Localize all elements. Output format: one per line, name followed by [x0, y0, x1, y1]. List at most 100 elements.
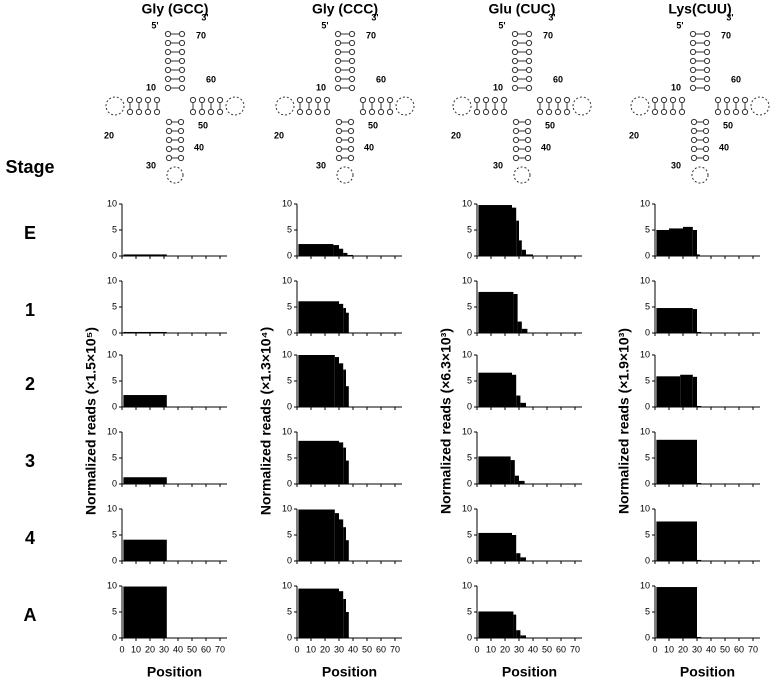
nucleotide: [554, 108, 562, 116]
anticodon-loop: [336, 166, 354, 184]
d-loop: [452, 96, 472, 116]
structure-label: 70: [196, 30, 206, 40]
y-tick-label: 5: [112, 224, 117, 234]
bar: [512, 374, 517, 407]
nucleotide: [177, 145, 185, 153]
x-tick-label: 60: [376, 644, 386, 654]
nucleotide: [189, 108, 197, 116]
nucleotide: [741, 96, 749, 104]
stage-label: A: [24, 605, 37, 625]
y-tick-label: 10: [282, 580, 292, 590]
nucleotide: [126, 96, 134, 104]
nucleotide: [689, 39, 697, 47]
nucleotide: [135, 108, 143, 116]
bar: [516, 553, 521, 561]
y-tick-label: 5: [112, 606, 117, 616]
x-axis-label: Position: [502, 664, 557, 680]
bar: [656, 308, 693, 333]
bar: [346, 386, 349, 407]
y-tick-label: 10: [462, 275, 472, 285]
nucleotide: [723, 108, 731, 116]
nucleotide: [334, 75, 342, 83]
x-tick-label: 40: [173, 644, 183, 654]
nucleotide: [386, 108, 394, 116]
nucleotide: [563, 96, 571, 104]
y-tick-label: 10: [462, 426, 472, 436]
nucleotide: [536, 108, 544, 116]
structure-label: 50: [723, 120, 733, 130]
x-tick-label: 30: [159, 644, 169, 654]
y-tick-label: 5: [287, 224, 292, 234]
y-tick-label: 10: [282, 426, 292, 436]
structure-label: 40: [541, 142, 551, 152]
bar: [521, 328, 528, 333]
x-tick-label: 10: [306, 644, 316, 654]
nucleotide: [512, 127, 520, 135]
bar: [513, 294, 518, 333]
nucleotide: [525, 39, 533, 47]
nucleotide: [703, 75, 711, 83]
nucleotide: [198, 108, 206, 116]
nucleotide: [377, 96, 385, 104]
bar: [697, 405, 702, 407]
bar: [512, 535, 517, 561]
column-title: Gly (GCC): [142, 1, 209, 17]
nucleotide: [690, 127, 698, 135]
y-tick-label: 10: [640, 426, 650, 436]
nucleotide: [689, 75, 697, 83]
y-tick-label: 5: [645, 529, 650, 539]
nucleotide: [296, 108, 304, 116]
nucleotide: [689, 57, 697, 65]
bar: [692, 376, 697, 407]
nucleotide: [651, 96, 659, 104]
y-tick-label: 0: [287, 401, 292, 411]
nucleotide: [347, 118, 355, 126]
bar: [123, 586, 167, 638]
bar: [478, 372, 512, 407]
nucleotide: [524, 127, 532, 135]
y-tick-label: 0: [112, 250, 117, 260]
nucleotide: [660, 108, 668, 116]
bar: [656, 521, 697, 561]
y-tick-label: 10: [107, 426, 117, 436]
nucleotide: [347, 136, 355, 144]
nucleotide: [377, 108, 385, 116]
y-tick-label: 10: [107, 580, 117, 590]
nucleotide: [135, 96, 143, 104]
nucleotide: [669, 108, 677, 116]
x-tick-label: 20: [145, 644, 155, 654]
nucleotide: [525, 66, 533, 74]
bar: [123, 254, 167, 256]
nucleotide: [703, 30, 711, 38]
nucleotide: [314, 96, 322, 104]
y-tick-label: 10: [462, 349, 472, 359]
nucleotide: [723, 96, 731, 104]
structure-label: 20: [274, 130, 284, 140]
bar: [520, 402, 526, 407]
y-tick-label: 5: [287, 606, 292, 616]
nucleotide: [207, 96, 215, 104]
structure-label: 5': [498, 20, 505, 30]
structure-label: 70: [543, 30, 553, 40]
bar: [298, 301, 339, 333]
nucleotide: [703, 84, 711, 92]
nucleotide: [347, 145, 355, 153]
x-tick-label: 50: [187, 644, 197, 654]
bar: [346, 312, 349, 333]
nucleotide: [689, 84, 697, 92]
nucleotide: [512, 154, 520, 162]
y-tick-label: 10: [640, 198, 650, 208]
nucleotide: [165, 118, 173, 126]
y-tick-label: 5: [287, 301, 292, 311]
y-tick-label: 5: [112, 301, 117, 311]
bar: [343, 447, 346, 484]
y-tick-label: 5: [645, 375, 650, 385]
bar: [683, 226, 693, 256]
nucleotide: [216, 96, 224, 104]
x-tick-label: 60: [201, 644, 211, 654]
bar: [692, 230, 697, 256]
nucleotide: [524, 154, 532, 162]
y-tick-label: 5: [645, 301, 650, 311]
bar: [346, 540, 349, 561]
nucleotide: [511, 75, 519, 83]
